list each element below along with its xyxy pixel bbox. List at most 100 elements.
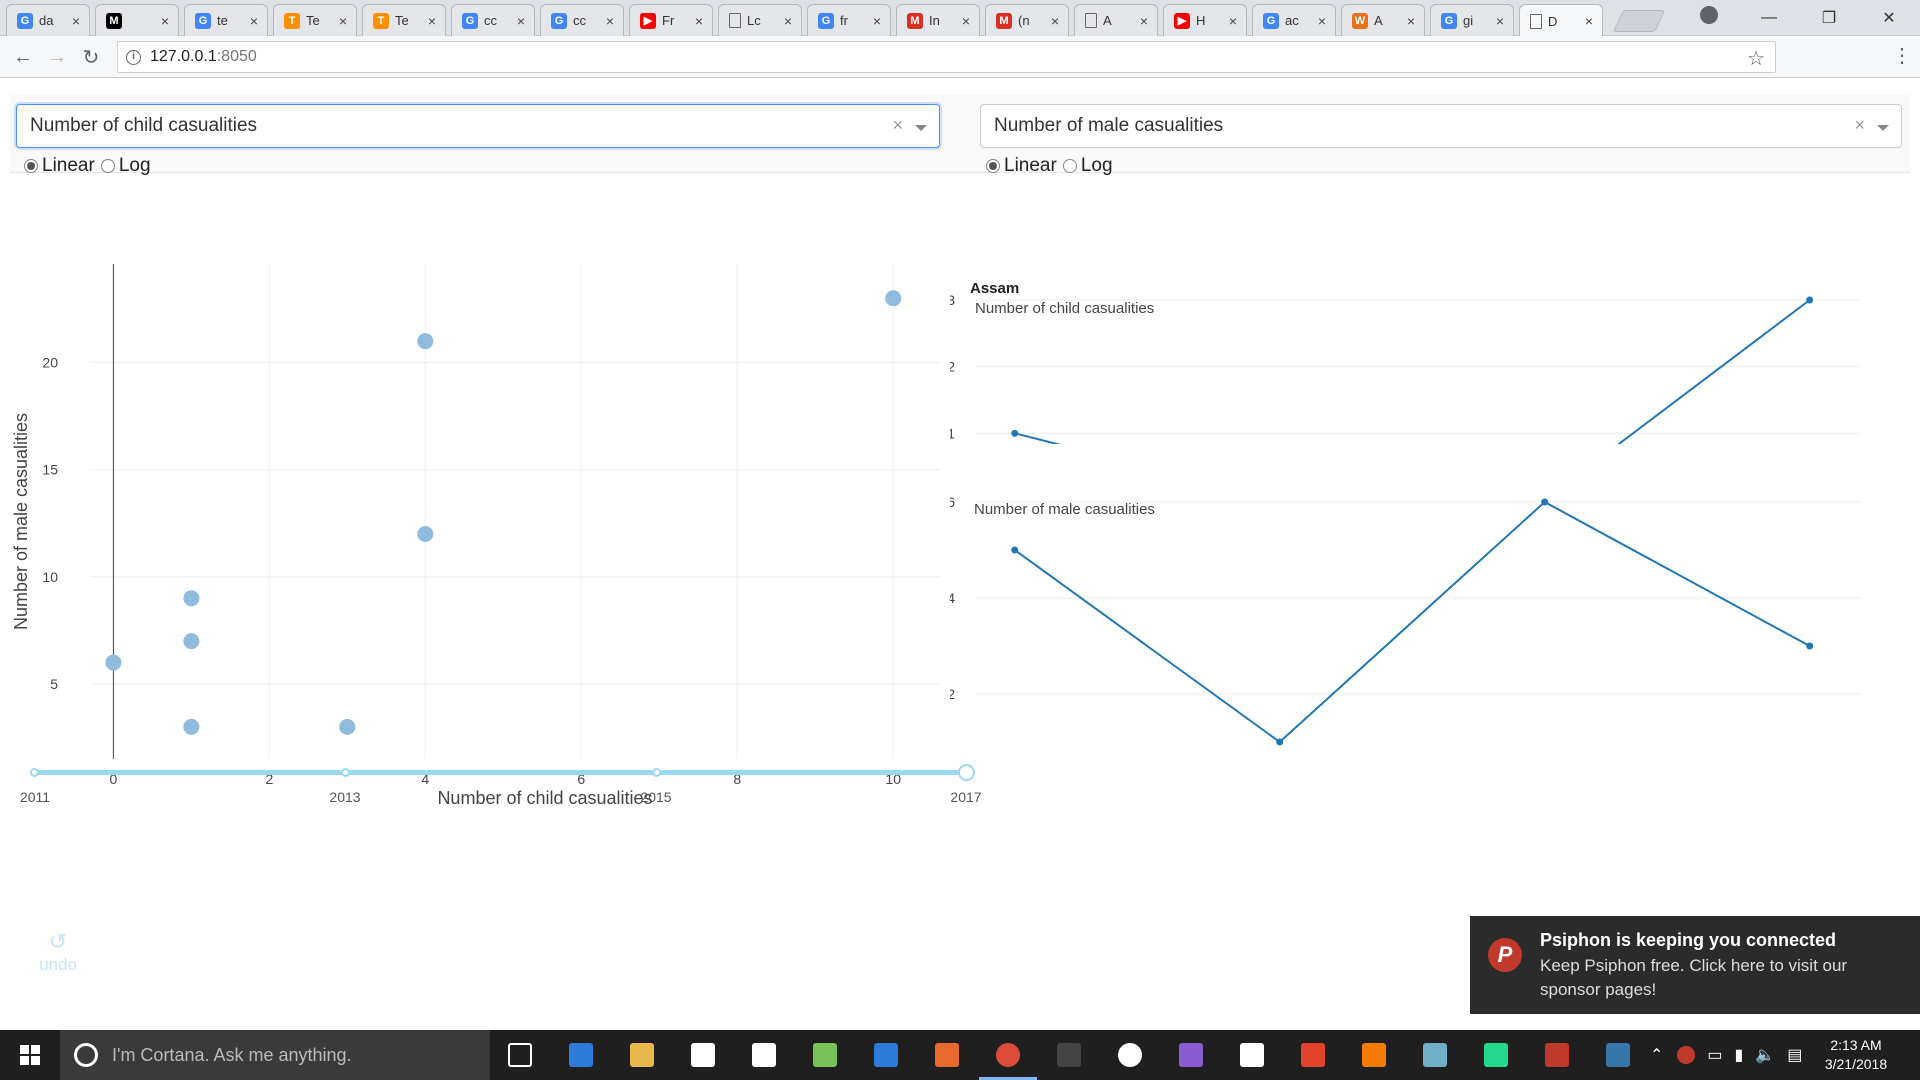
close-icon[interactable]: ×: [783, 12, 793, 29]
browser-tab[interactable]: M ×: [95, 4, 179, 36]
data-point[interactable]: [1011, 546, 1019, 554]
data-point[interactable]: [417, 526, 434, 542]
settings-icon[interactable]: [1237, 1040, 1267, 1070]
data-point[interactable]: [183, 633, 200, 650]
close-icon[interactable]: ×: [1495, 12, 1505, 29]
edge-icon[interactable]: [566, 1040, 596, 1070]
browser-tab[interactable]: D ×: [1519, 4, 1603, 37]
visual-studio-icon[interactable]: [1176, 1040, 1206, 1070]
terminal-icon[interactable]: [1054, 1040, 1084, 1070]
task-view-icon[interactable]: [505, 1040, 535, 1070]
bookmark-star-icon[interactable]: ☆: [1747, 48, 1765, 70]
close-icon[interactable]: ×: [1317, 12, 1327, 29]
yaxis-log-label[interactable]: Log: [1080, 155, 1113, 176]
browser-tab[interactable]: Lc ×: [718, 4, 802, 36]
python-icon[interactable]: [1603, 1040, 1633, 1070]
close-icon[interactable]: ×: [1050, 12, 1060, 29]
close-icon[interactable]: ×: [1406, 12, 1416, 29]
start-button[interactable]: [0, 1030, 60, 1080]
slider-mark-label[interactable]: 2017: [950, 789, 982, 805]
xaxis-log-radio[interactable]: [100, 159, 115, 173]
minimize-button[interactable]: —: [1761, 9, 1777, 26]
browser-tab[interactable]: M (n ×: [985, 4, 1069, 36]
slider-mark-dot[interactable]: [652, 768, 661, 777]
camera-icon[interactable]: [749, 1040, 779, 1070]
clear-icon[interactable]: ×: [1854, 115, 1865, 135]
notification-body[interactable]: Keep Psiphon free. Click here to visit o…: [1540, 956, 1848, 999]
close-icon[interactable]: ×: [338, 12, 348, 29]
close-icon[interactable]: ×: [605, 12, 615, 29]
data-point[interactable]: [1276, 738, 1284, 746]
psiphon-notification[interactable]: P Psiphon is keeping you connected Keep …: [1470, 916, 1920, 1014]
data-point[interactable]: [1541, 498, 1549, 506]
forward-arrow-icon[interactable]: →: [47, 45, 67, 68]
slider-mark-label[interactable]: 2013: [329, 789, 361, 805]
data-point[interactable]: [1806, 296, 1814, 304]
close-icon[interactable]: ×: [1584, 13, 1594, 29]
file-explorer-icon[interactable]: [627, 1040, 657, 1070]
chevron-up-icon[interactable]: ⌃: [1650, 1047, 1664, 1064]
chevron-down-icon[interactable]: [915, 125, 927, 131]
browser-tab[interactable]: A ×: [1074, 4, 1158, 36]
browser-tab[interactable]: M In ×: [896, 4, 980, 36]
clear-icon[interactable]: ×: [892, 115, 903, 135]
clock[interactable]: 2:13 AM 3/21/2018: [1820, 1036, 1892, 1074]
xaxis-log-label[interactable]: Log: [118, 155, 151, 176]
profile-icon[interactable]: [1700, 6, 1718, 24]
android-studio-icon[interactable]: [810, 1040, 840, 1070]
series-line[interactable]: [1014, 500, 1811, 744]
browser-tab[interactable]: ▶ H ×: [1163, 4, 1247, 36]
xaxis-column-dropdown[interactable]: Number of child casualities ×: [16, 104, 940, 148]
close-icon[interactable]: ×: [872, 12, 882, 29]
volume-icon[interactable]: 🔈: [1755, 1047, 1776, 1064]
data-point[interactable]: [183, 590, 200, 607]
xaxis-linear-radio[interactable]: [24, 159, 38, 173]
data-point[interactable]: [885, 290, 902, 307]
slider-mark-label[interactable]: 2015: [640, 789, 672, 805]
psiphon-tray-icon[interactable]: [1677, 1046, 1696, 1064]
yaxis-log-radio[interactable]: [1062, 159, 1077, 173]
restore-button[interactable]: ❐: [1821, 10, 1837, 27]
vscode-icon[interactable]: [871, 1040, 901, 1070]
back-arrow-icon[interactable]: ←: [13, 45, 33, 68]
yaxis-linear-label[interactable]: Linear: [1004, 155, 1057, 176]
sketch-icon[interactable]: [932, 1040, 962, 1070]
chrome-icon[interactable]: [993, 1040, 1023, 1070]
qt-icon[interactable]: [1359, 1040, 1389, 1070]
timeseries-male-chart[interactable]: 2462011201220132014201520162017Number of…: [950, 464, 1870, 749]
new-tab-button[interactable]: [1612, 10, 1666, 32]
close-window-button[interactable]: ✕: [1882, 10, 1896, 27]
close-icon[interactable]: ×: [249, 12, 259, 29]
pycharm-icon[interactable]: [1481, 1040, 1511, 1070]
close-icon[interactable]: ×: [961, 12, 971, 29]
data-point[interactable]: [105, 654, 122, 671]
yaxis-column-dropdown[interactable]: Number of male casualities ×: [980, 104, 1902, 148]
slider-handle[interactable]: [958, 764, 975, 781]
browser-tab[interactable]: T Te ×: [362, 4, 446, 36]
battery-icon[interactable]: ▮: [1734, 1047, 1744, 1064]
slider-mark-dot[interactable]: [341, 768, 350, 777]
reload-icon[interactable]: ↻: [82, 46, 100, 69]
menu-dots-icon[interactable]: ⋮: [1892, 45, 1912, 67]
scatter-chart[interactable]: 0 2 4 6 8 10 5 10 15 20 Number of child casualitie…: [0, 189, 950, 849]
close-icon[interactable]: ×: [160, 12, 170, 29]
data-point[interactable]: [339, 718, 356, 735]
action-center-icon[interactable]: ▤: [1787, 1047, 1803, 1064]
slider-mark-label[interactable]: 2011: [19, 789, 51, 805]
data-point[interactable]: [417, 333, 434, 350]
notes-icon[interactable]: [1420, 1040, 1450, 1070]
browser-tab[interactable]: W A ×: [1341, 4, 1425, 36]
undo-button[interactable]: ↺ undo: [36, 929, 80, 975]
browser-tab[interactable]: ▶ Fr ×: [629, 4, 713, 36]
info-icon[interactable]: i: [126, 49, 141, 65]
network-icon[interactable]: ▭: [1707, 1047, 1723, 1064]
close-icon[interactable]: ×: [1228, 12, 1238, 29]
close-icon[interactable]: ×: [427, 12, 437, 29]
data-point[interactable]: [1806, 642, 1814, 650]
browser-tab[interactable]: T Te ×: [273, 4, 357, 36]
